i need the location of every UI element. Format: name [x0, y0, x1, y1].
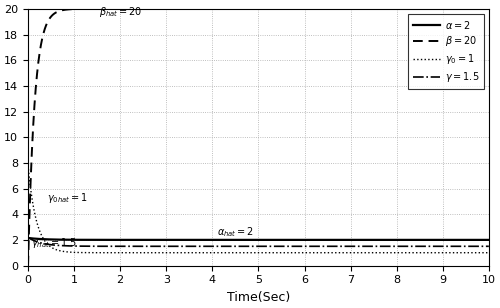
Text: $\gamma_{0hat}=1$: $\gamma_{0hat}=1$ — [48, 191, 88, 205]
Text: $\alpha_{hat}=2$: $\alpha_{hat}=2$ — [217, 225, 254, 239]
$\alpha = 2$ — [108, 238, 114, 242]
Line: $\gamma = 1.5$: $\gamma = 1.5$ — [28, 237, 489, 246]
$\beta = 20$ — [404, 7, 410, 11]
Line: $\gamma_0 = 1$: $\gamma_0 = 1$ — [28, 165, 489, 253]
$\alpha = 2$ — [324, 238, 330, 242]
$\beta = 20$ — [486, 7, 492, 11]
$\beta = 20$ — [108, 7, 114, 11]
$\alpha = 2$ — [25, 236, 31, 240]
$\gamma_0 = 1$ — [108, 251, 114, 255]
$\gamma_0 = 1$ — [369, 251, 375, 255]
X-axis label: Time(Sec): Time(Sec) — [227, 291, 290, 304]
$\gamma = 1.5$ — [404, 245, 410, 248]
$\beta = 20$ — [325, 7, 331, 11]
$\alpha = 2$ — [201, 238, 207, 242]
$\gamma_0 = 1$ — [25, 164, 31, 167]
Text: $\gamma_{hat}=1.5$: $\gamma_{hat}=1.5$ — [31, 236, 77, 250]
$\alpha = 2$ — [486, 238, 492, 242]
$\gamma_0 = 1$ — [404, 251, 410, 255]
Line: $\beta = 20$: $\beta = 20$ — [28, 9, 489, 265]
$\gamma = 1.5$ — [483, 245, 489, 248]
$\alpha = 2$ — [404, 238, 410, 242]
Legend: $\alpha = 2$, $\beta = 20$, $\gamma_0 = 1$, $\gamma = 1.5$: $\alpha = 2$, $\beta = 20$, $\gamma_0 = … — [408, 14, 484, 89]
$\beta = 20$ — [369, 7, 375, 11]
$\gamma = 1.5$ — [108, 245, 114, 248]
$\gamma_0 = 1$ — [349, 251, 355, 255]
$\gamma_0 = 1$ — [201, 251, 207, 255]
$\gamma = 1.5$ — [302, 245, 308, 248]
$\alpha = 2$ — [302, 238, 308, 242]
$\beta = 20$ — [25, 264, 31, 267]
$\beta = 20$ — [201, 7, 207, 11]
$\beta = 20$ — [302, 7, 308, 11]
$\gamma = 1.5$ — [25, 236, 31, 239]
$\gamma = 1.5$ — [201, 245, 207, 248]
$\gamma = 1.5$ — [486, 245, 492, 248]
$\gamma = 1.5$ — [369, 245, 375, 248]
$\gamma_0 = 1$ — [302, 251, 308, 255]
$\alpha = 2$ — [369, 238, 375, 242]
$\gamma_0 = 1$ — [324, 251, 330, 255]
$\alpha = 2$ — [486, 238, 492, 242]
Text: $\beta_{hat}=20$: $\beta_{hat}=20$ — [100, 5, 143, 18]
$\gamma = 1.5$ — [324, 245, 330, 248]
$\beta = 20$ — [272, 7, 278, 11]
$\gamma_0 = 1$ — [486, 251, 492, 255]
Line: $\alpha = 2$: $\alpha = 2$ — [28, 238, 489, 240]
